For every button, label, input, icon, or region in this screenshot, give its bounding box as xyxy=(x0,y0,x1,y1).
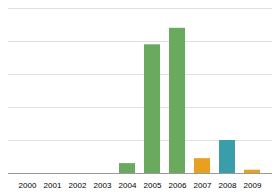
svg-text:2006: 2006 xyxy=(169,181,187,190)
svg-text:2005: 2005 xyxy=(144,181,162,190)
svg-text:2003: 2003 xyxy=(94,181,112,190)
svg-text:2009: 2009 xyxy=(244,181,262,190)
svg-text:2000: 2000 xyxy=(19,181,37,190)
svg-text:2008: 2008 xyxy=(219,181,237,190)
svg-text:2002: 2002 xyxy=(69,181,87,190)
svg-text:2007: 2007 xyxy=(194,181,212,190)
svg-text:2004: 2004 xyxy=(119,181,137,190)
svg-text:2001: 2001 xyxy=(44,181,62,190)
